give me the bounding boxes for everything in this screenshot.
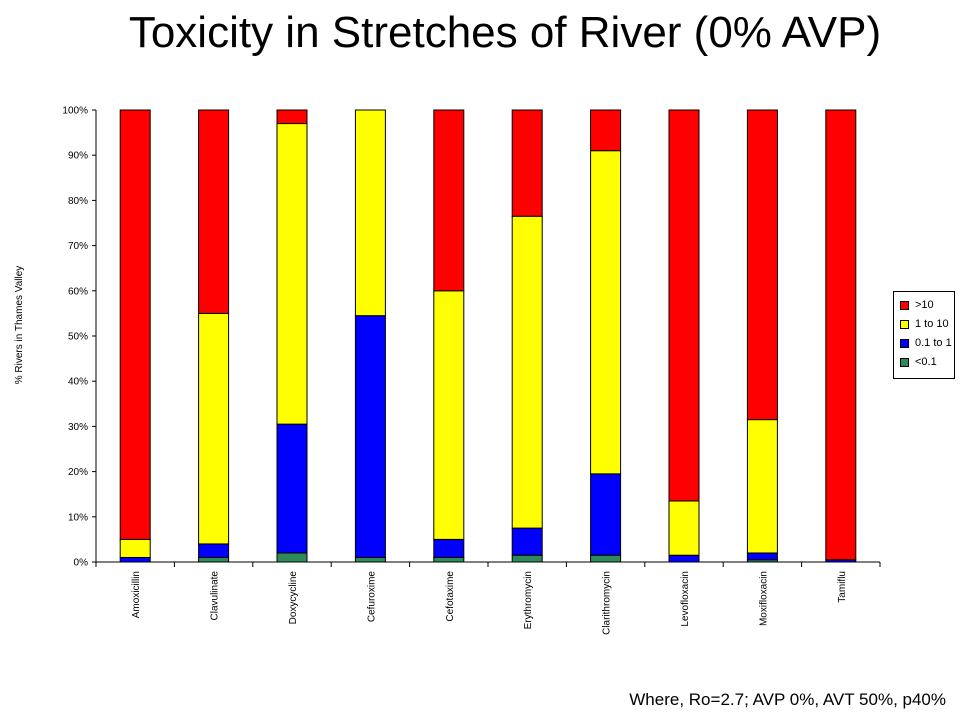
x-tick-label: Erythromycin [523,571,534,629]
bar-segment [433,109,465,292]
x-axis: Amoxicillin Clavulinate Doxycycline Cefurox… [95,561,881,635]
bar-segment [668,500,700,556]
x-tick-label: Cefotaxime [445,571,456,622]
bar-segment [746,109,778,421]
legend: >10 1 to 10 0.1 to 1 <0.1 [893,291,955,379]
bar-segment [119,556,151,563]
x-tick-label: Doxycycline [288,571,299,625]
y-axis-label: % Rivers in Thames Valley [14,266,25,385]
legend-item: >10 [900,298,934,312]
bar-segment [276,552,308,563]
legend-swatch [900,338,909,348]
x-tick-label: Cefuroxime [366,571,377,623]
bar-segment [354,315,386,558]
slide-title: Toxicity in Stretches of River (0% AVP) [128,8,882,57]
y-axis: 0% 10% 20% 30% 40% 50% 60% 70% 80% 90% 100% [62,106,97,569]
y-tick-label: 30% [68,422,88,433]
bar-segment [198,109,230,314]
y-tick-label: 80% [68,196,88,207]
bar-segment [433,538,465,558]
bar-segment [354,109,386,317]
legend-item: 0.1 to 1 [900,336,952,350]
bar-segment [825,109,857,561]
bar-segment [511,215,543,529]
bar-segment [511,109,543,217]
y-tick-label: 10% [68,512,88,523]
bar-segment [276,109,308,125]
bar-segment [119,109,151,540]
bar-segment [590,150,622,475]
bar-segment [119,538,151,558]
legend-item: <0.1 [900,355,937,369]
x-tick-label: Moxifloxacin [758,571,769,626]
footnote: Where, Ro=2.7; AVP 0%, AVT 50%, p40% [629,690,946,709]
legend-swatch [900,300,909,310]
bars [119,109,857,563]
x-tick-label: Amoxicillin [131,571,142,618]
y-tick-label: 40% [68,377,88,388]
bar-segment [746,552,778,561]
x-tick-label: Clavulinate [210,571,221,621]
legend-label: 1 to 10 [915,318,949,330]
y-tick-label: 90% [68,151,88,162]
legend-swatch [900,319,909,329]
legend-label: <0.1 [915,356,937,368]
legend-swatch [900,357,909,367]
y-tick-label: 100% [62,106,88,117]
bar-segment [198,556,230,563]
bar-segment [433,556,465,563]
legend-label: 0.1 to 1 [915,337,952,349]
x-tick-label: Tamiflu [837,571,848,603]
legend-label: >10 [915,299,934,311]
y-tick-label: 20% [68,467,88,478]
bar-segment [433,290,465,540]
bar-segment [354,556,386,563]
y-tick-label: 50% [68,332,88,343]
x-tick-label: Clarithromycin [602,571,613,635]
bar-segment [746,419,778,554]
y-tick-label: 60% [68,286,88,297]
bar-segment [511,554,543,563]
x-tick-label: Levofloxacin [680,571,691,627]
bar-segment [668,554,700,563]
bar-segment [198,543,230,558]
bar-segment [276,123,308,425]
legend-item: 1 to 10 [900,317,949,331]
bar-segment [511,527,543,556]
bar-segment [590,554,622,563]
bar-segment [590,473,622,556]
bar-segment [198,312,230,545]
y-tick-label: 70% [68,241,88,252]
bar-segment [276,423,308,554]
bar-segment [668,109,700,502]
y-tick-label: 0% [74,558,89,569]
bar-segment [590,109,622,152]
